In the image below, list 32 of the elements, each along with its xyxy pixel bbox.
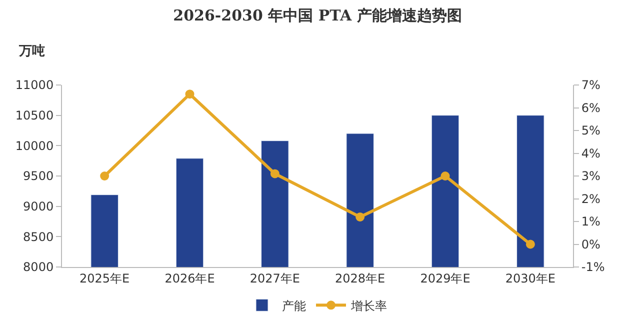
x-tick-label: 2030年E [505,271,556,286]
y-tick-label: 9000 [23,200,54,214]
legend-label: 产能 [282,298,306,313]
y2-tick-label: 2% [581,192,600,206]
point [185,90,194,99]
chart-title: 2026-2030 年中国 PTA 产能增速趋势图 [173,6,462,24]
y-tick-label: 10500 [15,108,54,123]
y-tick-label: 9500 [23,169,54,184]
y2-tick-label: 1% [581,214,600,229]
y-tick-label: 11000 [15,78,54,92]
legend-label: 增长率 [350,298,387,313]
y-tick-label: 8000 [23,260,54,274]
point [100,172,110,180]
point [526,240,535,249]
y2-tick-label: 4% [581,146,600,160]
y-tick-label: 10000 [15,138,54,153]
y2-tick-label: -1% [581,260,605,274]
y2-tick-label: 5% [581,124,600,138]
x-tick-label: 2025年E [80,271,130,286]
y2-tick-label: 6% [581,100,600,115]
x-tick-label: 2027年E [250,271,300,286]
point [270,169,280,178]
y2-tick-label: 7% [581,78,600,92]
x-tick-label: 2026年E [164,271,215,286]
point [440,172,450,180]
x-tick-label: 2029年E [420,271,470,286]
x-tick-label: 2028年E [335,271,386,286]
y2-tick-label: 3% [581,169,600,184]
y-tick-label: 8500 [23,230,54,244]
point [356,212,365,222]
y-axis-title: 万吨 [18,44,45,59]
y2-tick-label: 0% [581,237,600,252]
